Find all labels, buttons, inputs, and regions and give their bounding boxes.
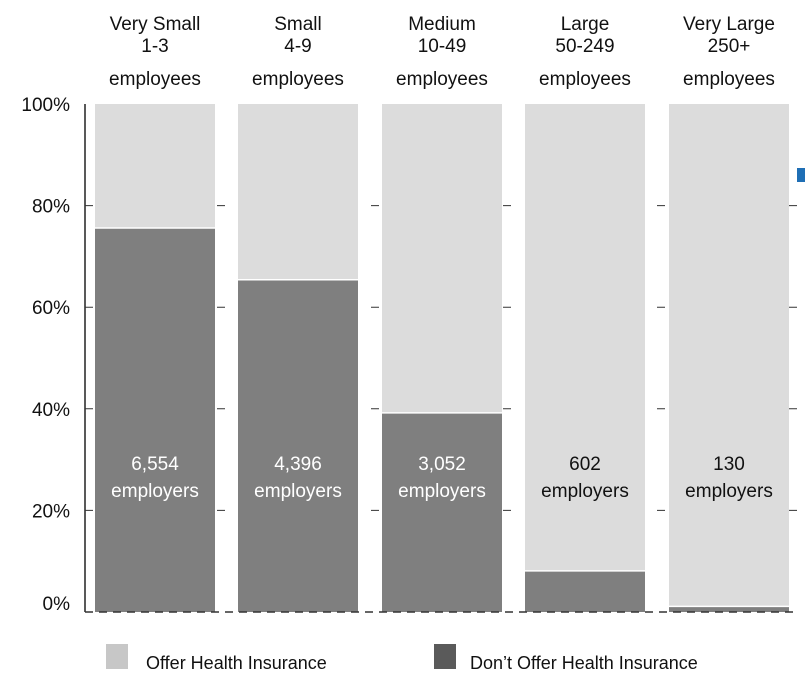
category-label-3-line-1: 50-249 <box>555 36 614 57</box>
category-label-1-line-1: 4-9 <box>284 36 311 57</box>
data-label-2-line-1: employers <box>398 481 486 502</box>
bar-offer-2 <box>382 104 502 413</box>
data-label-4-line-1: employers <box>685 481 773 502</box>
y-tick-label-40: 40% <box>32 400 70 421</box>
bar-offer-3 <box>525 104 645 571</box>
category-label-2-line-0: Medium <box>408 14 476 35</box>
category-label-3-line-0: Large <box>561 14 610 35</box>
bar-offer-0 <box>95 104 215 228</box>
category-label-4-line-1: 250+ <box>708 36 751 57</box>
category-label-2-line-2: employees <box>396 69 488 90</box>
bar-dont-offer-2 <box>382 412 502 612</box>
legend-swatch-dont-offer <box>434 644 456 669</box>
data-label-4-line-0: 130 <box>713 454 745 475</box>
category-label-0-line-0: Very Small <box>110 14 201 35</box>
bar-dont-offer-4 <box>669 606 789 612</box>
data-label-1-line-1: employers <box>254 481 342 502</box>
category-label-3-line-2: employees <box>539 69 631 90</box>
data-label-3-line-0: 602 <box>569 454 601 475</box>
data-label-1-line-0: 4,396 <box>274 454 322 475</box>
data-label-3-line-1: employers <box>541 481 629 502</box>
legend-label-offer: Offer Health Insurance <box>146 653 327 673</box>
category-label-2-line-1: 10-49 <box>418 36 467 57</box>
category-label-0-line-2: employees <box>109 69 201 90</box>
y-tick-label-20: 20% <box>32 501 70 522</box>
category-label-4-line-2: employees <box>683 69 775 90</box>
data-label-0-line-1: employers <box>111 481 199 502</box>
category-label-1-line-2: employees <box>252 69 344 90</box>
category-label-1-line-0: Small <box>274 14 322 35</box>
legend-swatch-offer <box>106 644 128 669</box>
bar-offer-1 <box>238 104 358 280</box>
accent-mark <box>797 168 805 182</box>
bar-dont-offer-1 <box>238 279 358 612</box>
bar-dont-offer-0 <box>95 227 215 612</box>
legend-label-dont-offer: Don’t Offer Health Insurance <box>470 653 698 673</box>
y-tick-label-0: 0% <box>43 594 71 615</box>
bar-dont-offer-3 <box>525 570 645 612</box>
data-label-0-line-0: 6,554 <box>131 454 179 475</box>
data-label-2-line-0: 3,052 <box>418 454 466 475</box>
y-tick-label-60: 60% <box>32 298 70 319</box>
category-label-4-line-0: Very Large <box>683 14 775 35</box>
y-tick-label-80: 80% <box>32 197 70 218</box>
bar-offer-4 <box>669 104 789 607</box>
y-tick-label-100: 100% <box>21 95 70 116</box>
category-label-0-line-1: 1-3 <box>141 36 168 57</box>
